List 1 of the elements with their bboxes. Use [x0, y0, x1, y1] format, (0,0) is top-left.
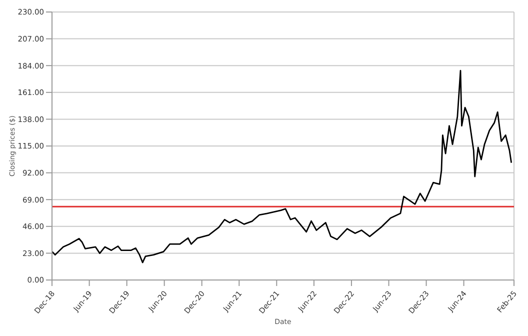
line-series [52, 70, 512, 264]
